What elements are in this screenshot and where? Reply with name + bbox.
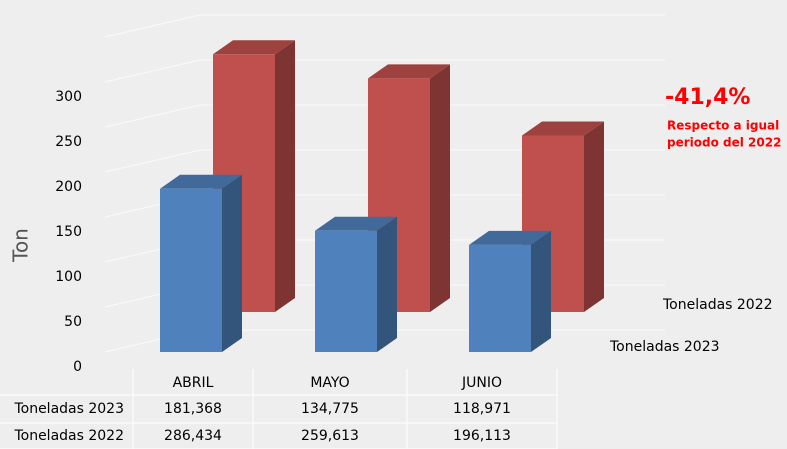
- table-cell: 286,434: [164, 428, 222, 444]
- grid-line: [104, 14, 665, 38]
- table-cell: 134,775: [301, 401, 359, 417]
- annotation: -41,4%: [665, 85, 750, 110]
- x-tick-label: JUNIO: [461, 375, 502, 391]
- grid-line: [104, 59, 665, 83]
- y-tick-label: 0: [73, 359, 82, 375]
- table-row-label: Toneladas 2023: [13, 401, 124, 417]
- y-tick-label: 150: [55, 224, 82, 240]
- bar: [160, 174, 242, 352]
- y-tick-label: 100: [55, 269, 82, 285]
- table-cell: 259,613: [301, 428, 359, 444]
- y-tick-label: 50: [64, 314, 82, 330]
- y-tick-label: 200: [55, 179, 82, 195]
- x-tick-label: MAYO: [310, 375, 349, 391]
- x-tick-label: ABRIL: [173, 375, 214, 391]
- y-axis-label: Ton: [9, 228, 33, 263]
- legend-label: Toneladas 2023: [609, 339, 720, 355]
- grid-line: [104, 149, 665, 173]
- legend-label: Toneladas 2022: [662, 297, 773, 313]
- table-cell: 196,113: [453, 428, 511, 444]
- table-row-label: Toneladas 2022: [13, 428, 124, 444]
- grid-line: [104, 104, 665, 128]
- bar: [469, 230, 551, 352]
- table-cell: 118,971: [453, 401, 511, 417]
- y-tick-label: 250: [55, 134, 82, 150]
- y-tick-label: 300: [55, 89, 82, 105]
- annotation-note: periodo del 2022: [667, 136, 781, 150]
- annotation-note: Respecto a igual: [667, 119, 779, 133]
- bar: [315, 216, 397, 352]
- table-cell: 181,368: [164, 401, 222, 417]
